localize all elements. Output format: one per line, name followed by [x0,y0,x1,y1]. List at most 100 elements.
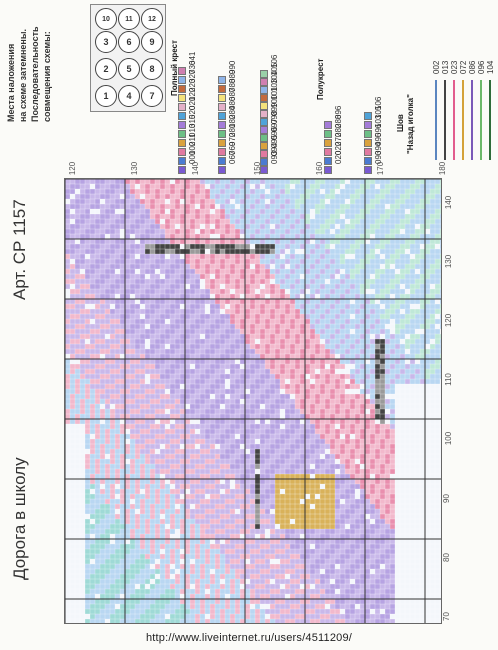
instruction-line-2: на схеме затемнены. [18,28,28,122]
row-tick-label: 100 [444,432,454,446]
column-tick-label: 120 [68,161,78,176]
thread-swatch [178,103,186,111]
seam-code: 104 [486,60,495,74]
thread-swatch [218,94,226,102]
thread-swatch [260,166,268,174]
thread-swatch [218,157,226,165]
thread-swatch [364,166,372,174]
thread-swatch [260,158,268,166]
thread-swatch [364,139,372,147]
thread-swatch [218,148,226,156]
instruction-line-4: совмещения схемы: [42,31,52,122]
half-cross-heading: Полукрест [316,58,325,100]
seam-line-sample [489,80,491,160]
instruction-line-1: Места наложения [6,43,16,122]
overlay-number: 8 [141,58,163,80]
column-tick-label: 170 [376,161,386,176]
seam-code: 096 [477,60,486,74]
seam-line-sample [435,80,437,160]
seam-code: 013 [441,60,450,74]
thread-swatch [218,166,226,174]
thread-swatch [178,121,186,129]
instruction-line-3: Последовательность [30,26,40,122]
row-tick-label: 120 [444,313,454,328]
seam-line-sample [453,80,455,160]
overlay-number: 9 [141,31,163,53]
seam-code: 002 [432,60,441,74]
thread-swatch [324,139,332,147]
overlay-number: 1 [95,85,117,107]
thread-swatch [260,70,268,78]
overlay-number: 12 [141,8,163,30]
thread-swatch [364,112,372,120]
thread-code: 106 [374,96,383,110]
thread-swatch [260,142,268,150]
thread-swatch [324,121,332,129]
seam-heading: Шов [396,114,405,132]
thread-swatch [218,121,226,129]
thread-swatch [260,110,268,118]
thread-swatch [364,121,372,129]
article-number: Арт. СР 1157 [10,199,29,300]
thread-swatch [260,86,268,94]
thread-swatch [324,157,332,165]
seam-line-sample [462,80,464,160]
thread-swatch [178,130,186,138]
thread-code: 090 [228,60,237,74]
thread-swatch [260,118,268,126]
row-tick-label: 70 [441,612,451,621]
thread-swatch [218,139,226,147]
seam-code: 023 [450,60,459,74]
thread-swatch [364,157,372,165]
source-url[interactable]: http://www.liveinternet.ru/users/4511209… [145,632,353,644]
thread-swatch [324,130,332,138]
seam-code: 072 [459,60,468,74]
thread-swatch [178,85,186,93]
thread-swatch [178,157,186,165]
overlay-number: 4 [118,85,140,107]
thread-swatch [324,148,332,156]
thread-swatch [260,78,268,86]
thread-swatch [178,139,186,147]
overlay-number: 11 [118,8,140,30]
overlay-number: 7 [141,85,163,107]
thread-swatch [218,112,226,120]
row-tick-label: 80 [441,552,451,562]
backstitch-heading: "Назад иголка" [406,94,415,154]
seam-line-sample [471,80,473,160]
pattern-canvas [65,179,441,623]
overlay-number: 5 [118,58,140,80]
thread-swatch [178,76,186,84]
seam-line-sample [444,80,446,160]
cross-stitch-pattern [64,178,442,624]
thread-swatch [178,148,186,156]
thread-swatch [260,134,268,142]
thread-swatch [324,166,332,174]
column-tick-label: 160 [314,161,324,176]
thread-swatch [178,112,186,120]
seam-code: 086 [468,60,477,74]
column-tick-label: 130 [129,161,139,176]
column-tick-label: 150 [253,161,263,176]
thread-swatch [218,76,226,84]
thread-swatch [218,130,226,138]
thread-swatch [260,126,268,134]
column-tick-label: 180 [438,161,448,176]
thread-swatch [364,130,372,138]
thread-swatch [364,148,372,156]
thread-swatch [260,102,268,110]
thread-code: 041 [188,51,197,65]
overlay-number: 6 [118,31,140,53]
overlay-number: 2 [95,58,117,80]
thread-swatch [178,67,186,75]
thread-swatch [260,150,268,158]
seam-line-sample [480,80,482,160]
thread-swatch [178,166,186,174]
thread-swatch [218,103,226,111]
overlay-number: 3 [95,31,117,53]
thread-legend: Полный крест Полукрест Шов "Назад иголка… [170,4,496,174]
thread-code: 106 [270,54,279,68]
pattern-title: Дорога в школу [10,457,29,580]
thread-swatch [260,94,268,102]
